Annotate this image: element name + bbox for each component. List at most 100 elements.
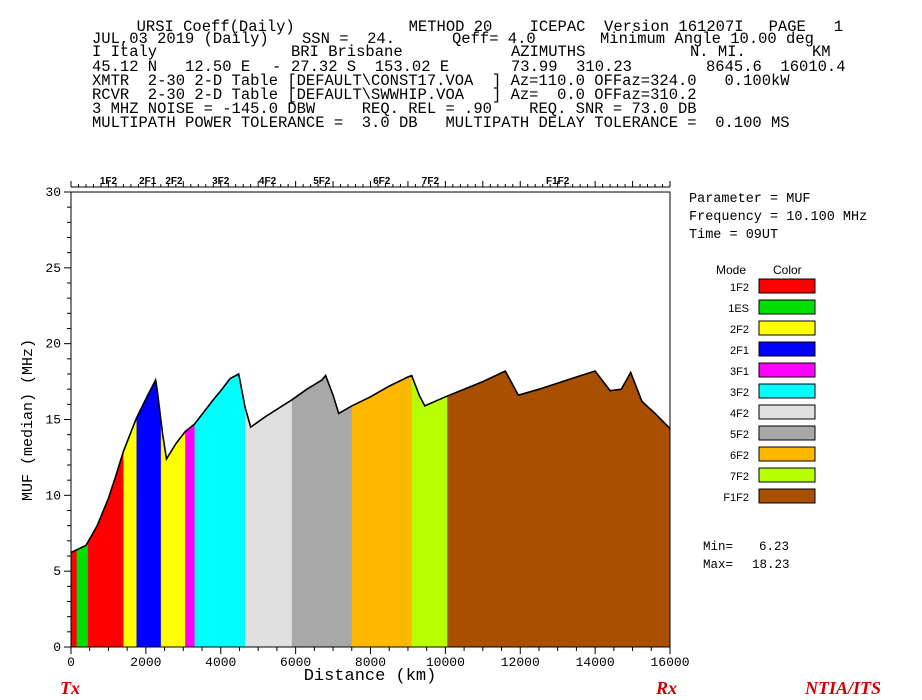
mode-band-5f2 <box>291 371 353 647</box>
mode-band-2f1 <box>136 371 162 647</box>
header-method-line: URSI Coeff(Daily) <box>118 4 295 35</box>
footer-tx: Tx <box>60 678 80 698</box>
header-rx-name: BRI Brisbane <box>291 43 403 61</box>
legend: 1F2 1ES 2F2 2F1 3F1 3F2 4F2 5F2 6F2 7F2 F1F2 <box>723 278 816 504</box>
y-tick-label: 20 <box>45 337 61 352</box>
header-km: KM <box>812 43 831 61</box>
header-rcvr: RCVR 2-30 2-D Table [DEFAULT\SWWHIP.VOA … <box>92 86 697 104</box>
legend-mode-label: F1F2 <box>723 492 749 504</box>
header-dist-values: 8645.6 16010.4 <box>706 58 846 76</box>
legend-swatch <box>758 299 816 315</box>
legend-swatch <box>758 383 816 399</box>
header-xmtr: XMTR 2-30 2-D Table [DEFAULT\CONST17.VOA… <box>92 72 790 90</box>
x-tick-label: 6000 <box>280 655 311 670</box>
legend-swatch <box>758 341 816 357</box>
x-tick-label: 12000 <box>501 655 540 670</box>
top-mode-label: 5F2 <box>313 176 331 187</box>
mode-band-1f2 <box>87 371 124 647</box>
mode-band-7f2 <box>411 371 448 647</box>
top-mode-label: 2F2 <box>165 176 183 187</box>
y-tick-label: 15 <box>45 413 61 428</box>
header-rx-coord: 27.32 S 153.02 E <box>291 58 450 76</box>
header-method: METHOD 20 <box>390 4 493 36</box>
legend-swatch <box>758 278 816 294</box>
legend-swatch <box>758 404 816 420</box>
legend-swatch <box>758 488 816 504</box>
mode-band-3f1 <box>185 371 196 647</box>
footer-brand: NTIA/ITS <box>804 678 881 698</box>
min-label: Min= <box>703 540 733 554</box>
y-tick-label: 10 <box>45 488 61 503</box>
header-coord-sep: - <box>272 58 282 76</box>
header-nmi: N. MI. <box>690 43 746 61</box>
legend-swatch <box>758 362 816 378</box>
header-multipath: MULTIPATH POWER TOLERANCE = 3.0 DB MULTI… <box>92 114 790 132</box>
legend-swatch <box>758 446 816 462</box>
mode-band-2f2 <box>160 371 186 647</box>
legend-swatch <box>758 467 816 483</box>
report-title: URSI Coeff(Daily) <box>136 17 295 36</box>
legend-color-header: Color <box>773 263 802 277</box>
mode-band-3f2 <box>194 371 246 647</box>
legend-mode-label: 4F2 <box>730 408 749 420</box>
header-page: PAGE 1 <box>750 4 843 35</box>
legend-mode-header: Mode <box>716 263 746 277</box>
x-tick-label: 0 <box>67 655 75 670</box>
top-mode-label: 4F2 <box>259 176 277 187</box>
top-mode-label: 2F1 <box>139 176 157 187</box>
legend-swatch <box>758 320 816 336</box>
y-tick-label: 5 <box>53 564 61 579</box>
legend-mode-label: 1F2 <box>730 282 749 294</box>
legend-mode-label: 5F2 <box>730 429 749 441</box>
header-ssn: SSN = 24. <box>302 30 396 48</box>
mode-band-6f2 <box>351 371 413 647</box>
min-value: 6.23 <box>759 540 789 554</box>
legend-swatch <box>758 425 816 441</box>
header-program: ICEPAC Version 161207I <box>511 4 744 35</box>
header-date: JUL,03 2019 (Daily) <box>92 30 269 48</box>
top-mode-label: 3F2 <box>212 176 230 187</box>
top-mode-label: 6F2 <box>373 176 391 187</box>
info-time: Time = 09UT <box>689 228 778 243</box>
header-az-values: 73.99 310.23 <box>511 58 632 76</box>
y-tick-label: 30 <box>45 185 61 200</box>
max-value: 18.23 <box>752 558 790 572</box>
x-tick-label: 10000 <box>426 655 465 670</box>
info-frequency: Frequency = 10.100 MHz <box>689 210 867 225</box>
header-qeff: Qeff= 4.0 <box>452 30 536 48</box>
y-tick-label: 0 <box>53 640 61 655</box>
header-azimuths: AZIMUTHS <box>511 43 586 61</box>
page-number: PAGE 1 <box>768 17 844 36</box>
header-min-angle: Minimum Angle 10.00 deg <box>600 30 814 48</box>
legend-mode-label: 2F2 <box>730 324 749 336</box>
mode-band-1es <box>76 371 89 647</box>
header-tx-coord: 45.12 N 12.50 E <box>92 58 251 76</box>
mode-band-4f2 <box>245 371 293 647</box>
program-version: ICEPAC Version 161207I <box>529 17 744 36</box>
header-tx-name: I Italy <box>92 43 158 61</box>
max-label: Max= <box>703 558 733 572</box>
legend-mode-label: 6F2 <box>730 450 749 462</box>
legend-mode-label: 3F1 <box>730 366 749 378</box>
legend-mode-label: 7F2 <box>730 471 749 483</box>
x-axis-label: Distance (km) <box>304 667 437 686</box>
x-tick-label: 8000 <box>355 655 386 670</box>
header-noise: 3 MHZ NOISE = -145.0 DBW REQ. REL = .90 … <box>92 100 697 118</box>
legend-mode-label: 1ES <box>728 303 749 315</box>
info-parameter: Parameter = MUF <box>689 192 811 207</box>
axes: 0 2000 4000 6000 8000 10000 12000 14000 16000 0 5 1… <box>45 181 690 670</box>
mode-band-2f2 <box>123 371 138 647</box>
mode-band-1es <box>71 371 78 647</box>
top-mode-label: 1F2 <box>100 176 118 187</box>
legend-mode-label: 2F1 <box>730 345 749 357</box>
y-axis-label: MUF (median) (MHz) <box>20 339 37 501</box>
top-mode-label: F1F2 <box>546 176 570 187</box>
muf-outline <box>70 369 671 554</box>
x-tick-label: 4000 <box>205 655 236 670</box>
x-tick-label: 2000 <box>130 655 161 670</box>
x-tick-label: 14000 <box>576 655 615 670</box>
x-tick-label: 16000 <box>650 655 689 670</box>
method-label: METHOD 20 <box>408 17 493 36</box>
top-mode-label: 7F2 <box>422 176 440 187</box>
